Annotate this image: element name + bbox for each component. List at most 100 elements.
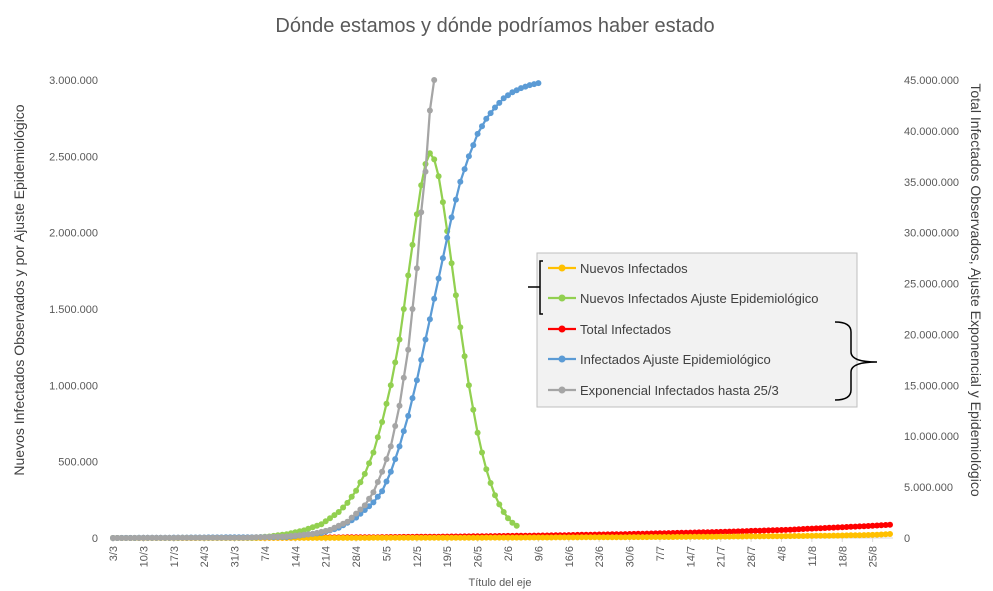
data-point <box>630 534 637 541</box>
y2-tick-label: 15.000.000 <box>904 380 959 392</box>
series-line <box>113 79 436 540</box>
data-point <box>118 535 125 541</box>
x-tick-label: 25/8 <box>868 546 880 567</box>
data-point <box>722 533 729 540</box>
x-tick-label: 4/8 <box>776 546 788 561</box>
data-point <box>743 528 750 535</box>
data-point <box>361 502 368 509</box>
data-point <box>409 306 416 312</box>
data-point <box>387 443 394 450</box>
data-point <box>492 492 498 499</box>
data-point <box>704 533 711 540</box>
y2-tick-label: 30.000.000 <box>904 228 959 240</box>
data-point <box>248 534 255 541</box>
data-point <box>413 534 420 541</box>
data-point <box>552 534 559 541</box>
data-point <box>474 130 481 137</box>
data-point <box>505 92 511 99</box>
data-point <box>492 104 498 111</box>
data-point <box>535 80 542 87</box>
data-point <box>700 533 707 540</box>
x-tick-label: 7/4 <box>260 546 272 561</box>
data-point <box>791 526 798 533</box>
legend-marker <box>558 386 566 394</box>
data-point <box>253 534 260 541</box>
data-point <box>426 150 433 157</box>
data-point <box>700 529 707 536</box>
data-point <box>413 265 420 272</box>
data-point <box>544 534 551 541</box>
data-point <box>691 533 698 540</box>
data-point <box>479 123 485 130</box>
data-point <box>683 533 689 540</box>
data-point <box>465 153 472 160</box>
data-point <box>487 480 494 486</box>
data-point <box>726 533 733 540</box>
data-point <box>340 504 347 511</box>
data-point <box>405 346 412 353</box>
data-point <box>683 529 689 536</box>
data-point <box>400 534 407 541</box>
series-1 <box>110 150 520 541</box>
data-point <box>839 524 846 531</box>
data-point <box>383 534 390 541</box>
data-point <box>439 255 446 262</box>
y2-axis-title: Total Infectados Observados, Ajuste Expo… <box>968 83 984 496</box>
data-point <box>296 532 303 539</box>
data-point <box>123 535 129 541</box>
x-tick-label: 9/6 <box>533 546 545 561</box>
data-point <box>292 532 299 539</box>
x-tick-label: 14/7 <box>685 546 697 567</box>
data-point <box>804 532 811 539</box>
y2-tick-label: 20.000.000 <box>904 329 959 341</box>
x-tick-label: 26/5 <box>473 546 485 567</box>
data-point <box>826 532 833 539</box>
data-point <box>500 534 507 541</box>
y2-tick-label: 0 <box>904 533 910 545</box>
data-point <box>782 533 789 540</box>
data-point <box>331 512 338 519</box>
legend-marker <box>558 325 566 333</box>
data-point <box>496 534 503 541</box>
data-point <box>739 533 746 540</box>
x-tick-label: 7/7 <box>655 546 667 561</box>
data-point <box>704 529 711 536</box>
data-point <box>418 356 425 363</box>
data-point <box>765 527 772 534</box>
y-tick-label: 2.500.000 <box>49 151 98 163</box>
x-axis-ticks: 3/3 10/3 17/3 24/3 31/3 7/4 14/4 21/4 28/4 5/5 12/… <box>108 538 880 567</box>
data-point <box>765 533 772 540</box>
data-point <box>266 534 273 540</box>
data-point <box>813 525 820 532</box>
data-point <box>769 527 776 534</box>
data-point <box>166 534 173 541</box>
data-point <box>852 523 859 530</box>
data-point <box>787 533 794 540</box>
data-point <box>235 534 242 541</box>
x-tick-label: 14/4 <box>290 546 302 567</box>
data-point <box>214 534 221 541</box>
data-point <box>170 534 177 541</box>
data-point <box>435 173 442 180</box>
data-point <box>435 275 442 282</box>
y2-tick-label: 25.000.000 <box>904 279 959 291</box>
data-point <box>709 529 715 536</box>
data-point <box>735 528 742 535</box>
x-tick-label: 21/4 <box>321 546 333 567</box>
legend: Nuevos Infectados Nuevos Infectados Ajust… <box>528 252 878 408</box>
data-point <box>218 534 225 541</box>
legend-items: Nuevos Infectados Nuevos Infectados Ajust… <box>548 261 818 398</box>
data-point <box>448 534 455 541</box>
data-point <box>153 534 160 541</box>
data-point <box>361 470 368 477</box>
data-point <box>713 529 720 535</box>
data-point <box>865 532 872 538</box>
data-point <box>136 534 142 541</box>
data-point <box>722 528 729 535</box>
data-point <box>396 534 403 541</box>
y-tick-label: 0 <box>92 533 98 545</box>
data-point <box>535 534 542 541</box>
data-point <box>487 110 494 117</box>
legend-item: Nuevos Infectados <box>548 261 688 276</box>
